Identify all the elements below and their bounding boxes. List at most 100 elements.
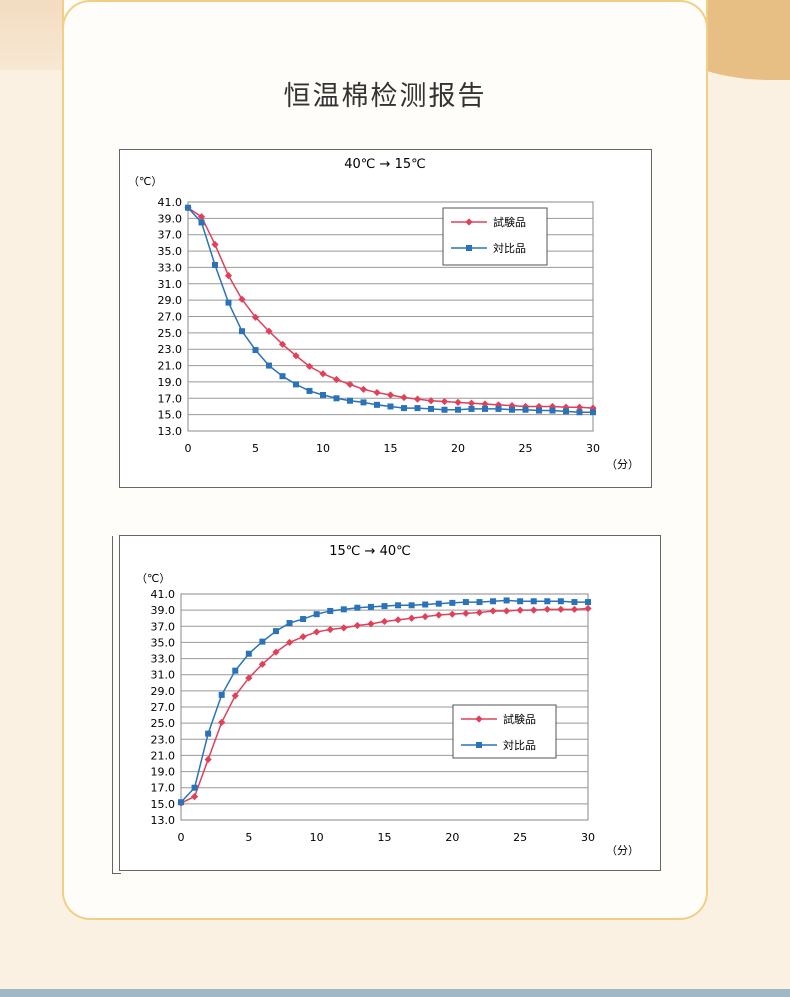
data-point-diamond [313, 628, 321, 636]
data-point-square [441, 406, 448, 413]
data-point-square [266, 362, 272, 369]
data-point-square [360, 399, 367, 406]
y-tick-label: 21.0 [158, 360, 183, 373]
y-tick-label: 33.0 [158, 261, 183, 274]
data-point-square [482, 405, 488, 412]
data-point-diamond [190, 792, 199, 801]
data-point-square [185, 204, 191, 211]
data-point-diamond [421, 613, 429, 621]
data-point-square [374, 401, 380, 408]
legend-marker [466, 245, 472, 251]
y-tick-label: 31.0 [158, 278, 183, 291]
data-point-square [517, 598, 524, 605]
data-point-diamond [435, 611, 443, 619]
y-tick-label: 13.0 [158, 425, 183, 438]
data-point-square [585, 599, 591, 606]
data-point-square [252, 347, 259, 354]
cooling-chart: 40℃ → 15℃ 41.0 39.0 37.0 35.0 33.0 31.0 29.0 27.… [119, 149, 652, 488]
data-point-square [571, 599, 578, 606]
data-point-diamond [503, 607, 511, 615]
y-tick-label: 21.0 [151, 749, 176, 762]
data-point-square [381, 603, 388, 610]
data-point-diamond [218, 718, 226, 726]
x-tick-label: 0 [178, 831, 185, 844]
data-point-square [232, 667, 239, 674]
data-point-diamond [373, 388, 381, 397]
y-tick-label: 17.0 [151, 782, 176, 795]
x-tick-label: 20 [445, 831, 459, 844]
x-tick-label: 15 [384, 442, 398, 455]
data-point-square [536, 407, 542, 414]
legend-box [452, 704, 557, 759]
heating-chart: 15℃ → 40℃ 41.0 39.0 37.0 35.0 33.0 31.0 29.0 27.… [112, 535, 661, 874]
x-tick-label: 15 [378, 831, 392, 844]
data-point-square [530, 598, 537, 605]
data-point-diamond [346, 380, 354, 388]
data-point-square [408, 602, 415, 609]
data-point-square [293, 381, 299, 388]
data-point-square [306, 387, 313, 394]
data-point-square [225, 299, 232, 306]
data-point-diamond [326, 625, 334, 634]
data-point-diamond [489, 607, 497, 615]
y-tick-label: 37.0 [151, 620, 176, 633]
data-point-square [300, 616, 307, 623]
data-point-diamond [400, 393, 408, 402]
data-point-diamond [278, 340, 287, 348]
x-tick-label: 30 [581, 831, 595, 844]
legend-marker [475, 715, 483, 723]
y-tick-label: 31.0 [151, 669, 176, 682]
y-tick-label: 35.0 [151, 636, 176, 649]
x-tick-label: 25 [513, 831, 527, 844]
data-point-square [320, 392, 326, 399]
y-tick-label: 19.0 [151, 766, 176, 779]
y-tick-label: 23.0 [158, 343, 183, 356]
y-tick-label: 39.0 [158, 212, 183, 225]
data-point-diamond [292, 352, 300, 360]
legend-label: 対比品 [503, 738, 536, 752]
data-point-diamond [353, 621, 361, 630]
data-point-square [395, 602, 402, 609]
data-point-square [428, 405, 434, 412]
y-tick-label: 29.0 [151, 685, 176, 698]
y-tick-label: 33.0 [151, 653, 176, 666]
x-tick-label: 10 [310, 831, 324, 844]
data-point-diamond [570, 605, 579, 613]
data-point-square [205, 730, 212, 737]
chart-title: 40℃ → 15℃ [344, 157, 425, 172]
cooling-chart-svg: 40℃ → 15℃ 41.0 39.0 37.0 35.0 33.0 31.0 29.0 27.… [128, 157, 639, 471]
data-point-square [422, 601, 429, 608]
data-point-square [414, 405, 421, 412]
legend-marker [465, 218, 473, 226]
data-point-diamond [319, 370, 327, 378]
data-point-square [495, 405, 502, 412]
y-tick-label: 41.0 [158, 196, 183, 209]
data-point-diamond [448, 610, 456, 618]
footer-strip [0, 989, 790, 997]
data-point-square [563, 408, 569, 415]
data-point-square [503, 597, 510, 604]
x-axis-label: （分） [606, 844, 639, 857]
y-tick-label: 27.0 [151, 701, 176, 714]
data-point-square [354, 604, 361, 611]
legend-marker [476, 742, 482, 748]
data-point-diamond [204, 755, 212, 764]
data-point-square [435, 600, 442, 607]
y-tick-label: 41.0 [151, 588, 176, 601]
chart-frame-shadow [112, 536, 121, 874]
data-point-diamond [224, 272, 233, 280]
data-point-diamond [211, 240, 219, 249]
data-point-diamond [543, 605, 551, 613]
data-point-square [259, 638, 266, 645]
y-tick-label: 15.0 [158, 409, 183, 422]
data-point-square [449, 599, 456, 606]
data-point-diamond [530, 606, 538, 614]
y-tick-label: 13.0 [151, 814, 176, 827]
x-tick-label: 0 [185, 442, 192, 455]
y-tick-label: 29.0 [158, 294, 183, 307]
data-point-diamond [238, 295, 246, 303]
data-point-diamond [584, 604, 592, 613]
data-point-diamond [299, 633, 307, 641]
data-point-square [490, 598, 497, 605]
x-tick-label: 25 [519, 442, 533, 455]
